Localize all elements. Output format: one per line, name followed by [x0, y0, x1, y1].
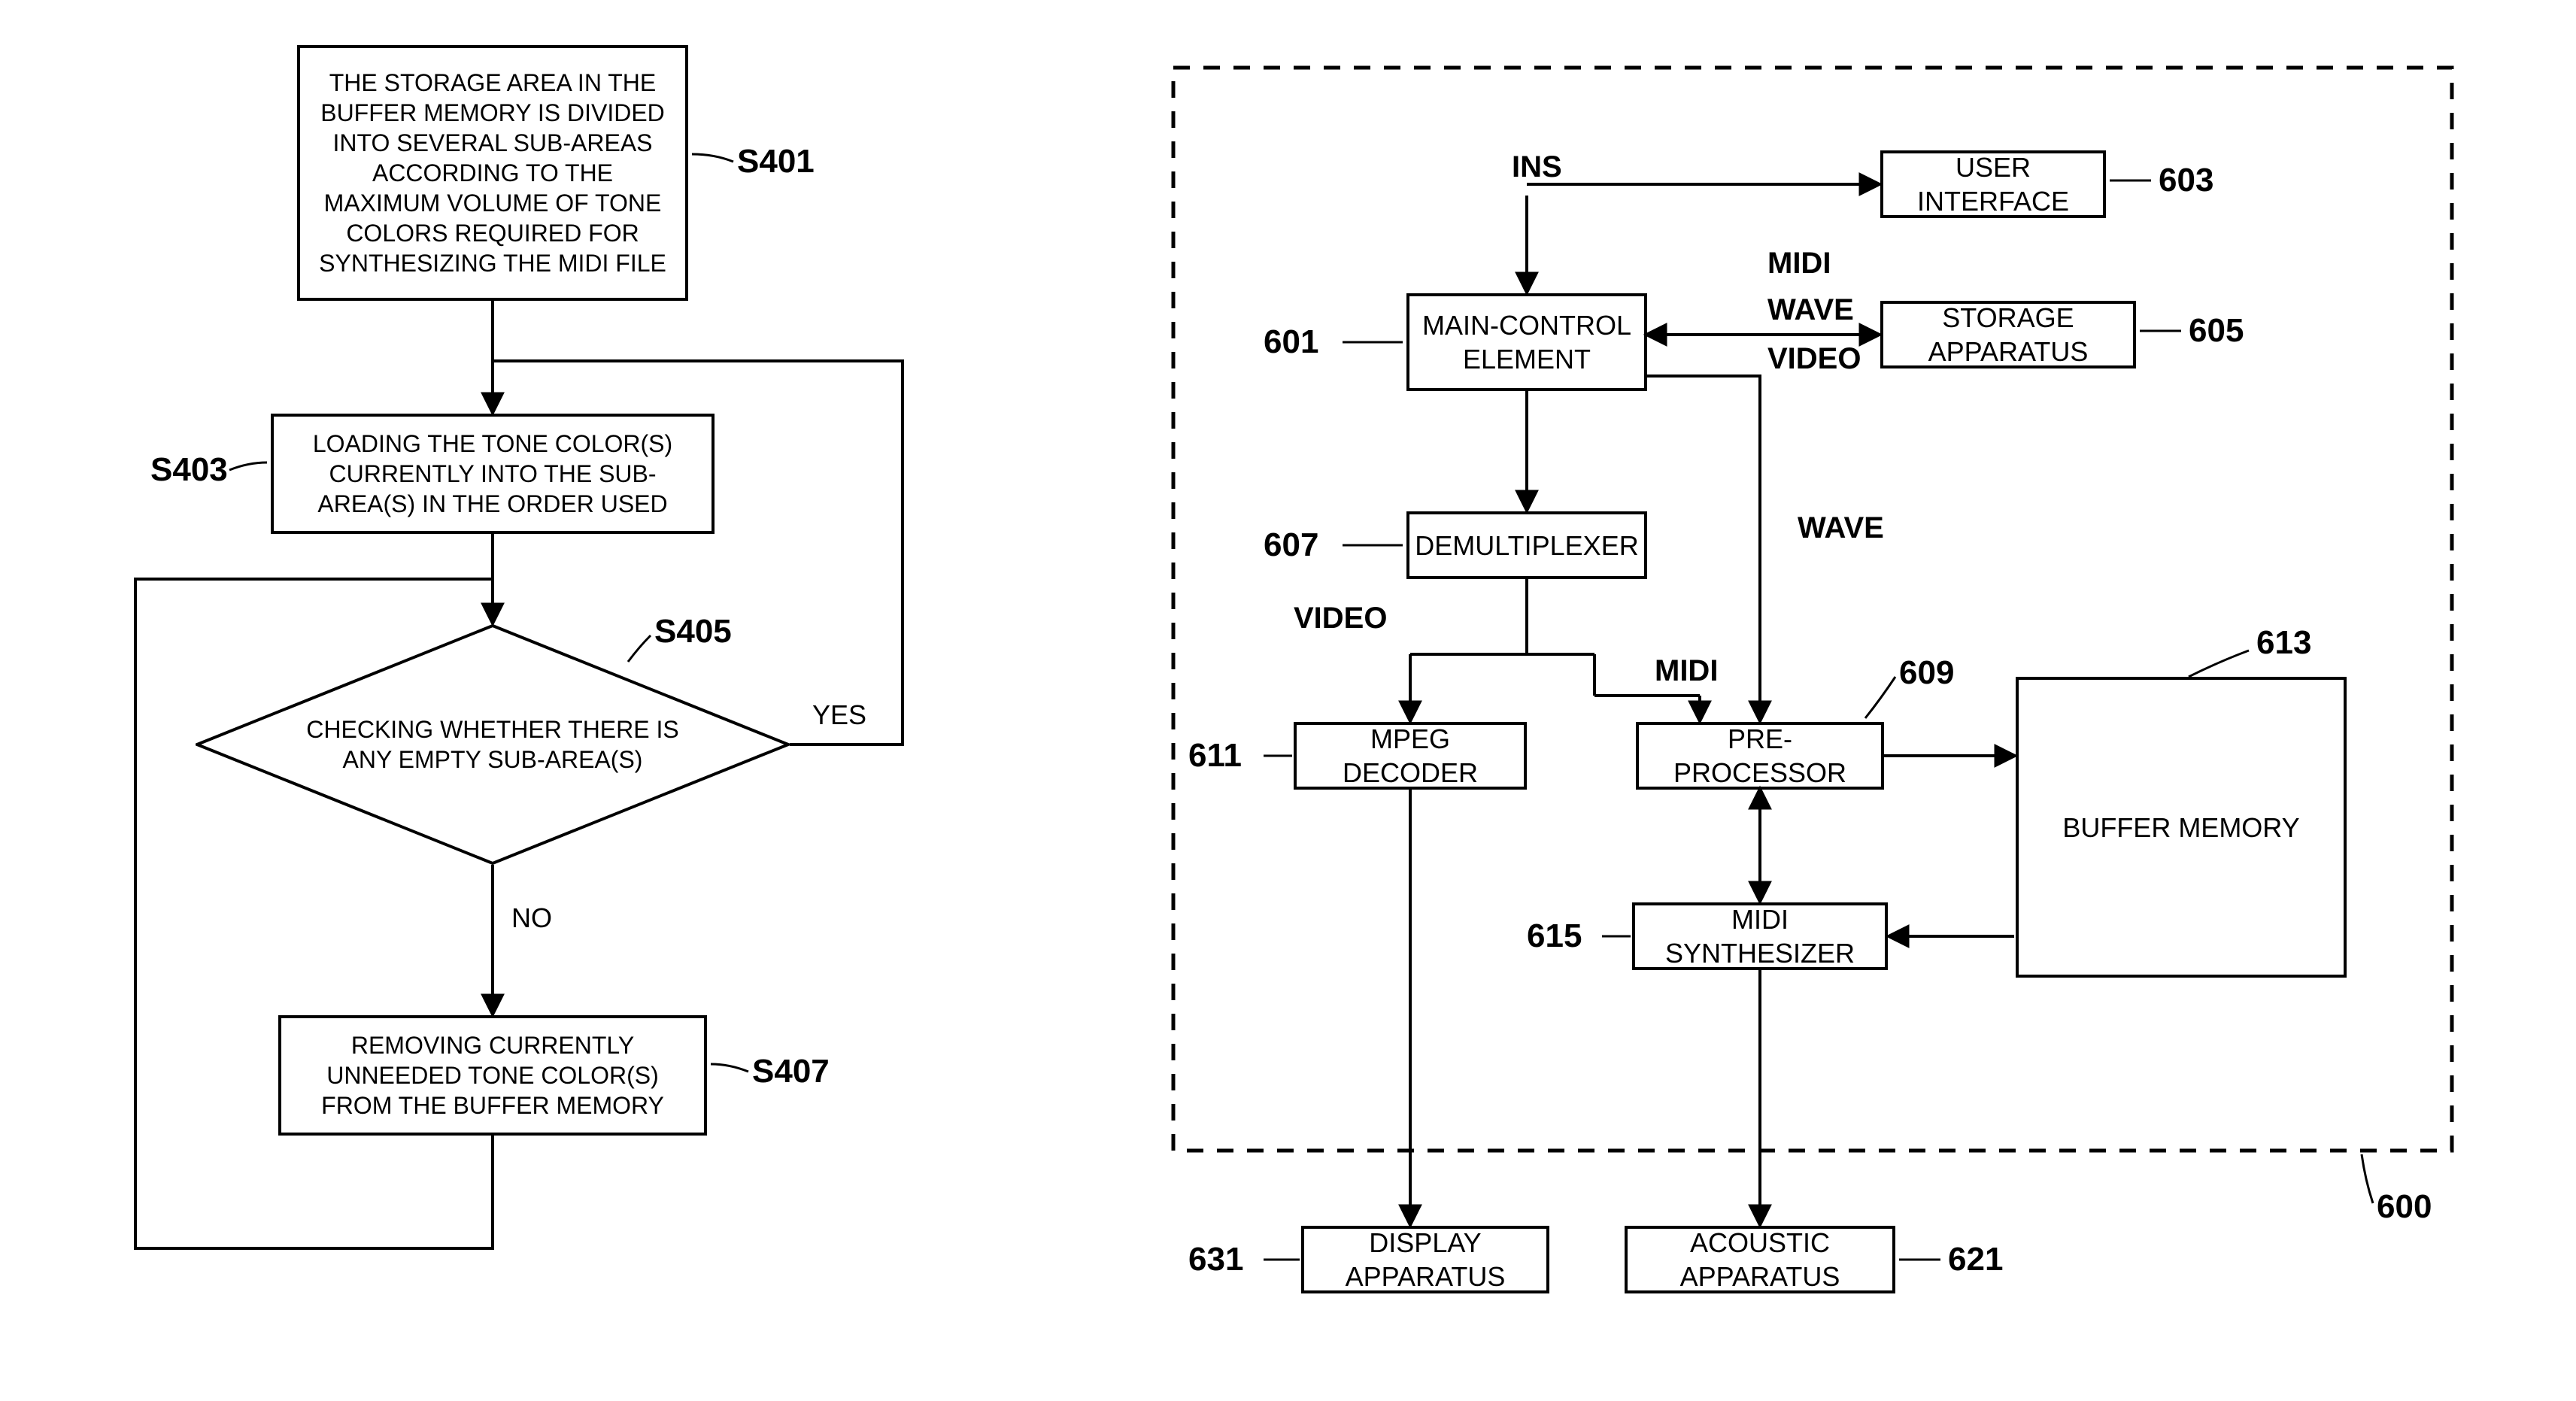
flow-step-s407: REMOVING CURRENTLY UNNEEDED TONE COLOR(S… — [278, 1015, 707, 1136]
canvas: THE STORAGE AREA IN THE BUFFER MEMORY IS… — [0, 0, 2576, 1401]
node-mpeg: MPEG DECODER — [1294, 722, 1527, 790]
node-acoustic-text: ACOUSTIC APPARATUS — [1640, 1226, 1880, 1293]
node-user-interface: USER INTERFACE — [1880, 150, 2106, 218]
edge-label-midi-1: MIDI — [1767, 247, 1831, 281]
ref-621: 621 — [1948, 1241, 2003, 1278]
node-display-text: DISPLAY APPARATUS — [1316, 1226, 1534, 1293]
flow-step-s401-text: THE STORAGE AREA IN THE BUFFER MEMORY IS… — [312, 68, 673, 278]
node-user-interface-text: USER INTERFACE — [1895, 150, 2091, 218]
flow-ref-s407: S407 — [752, 1053, 830, 1090]
ref-605: 605 — [2189, 312, 2244, 350]
node-demux: DEMULTIPLEXER — [1406, 511, 1647, 579]
node-demux-text: DEMULTIPLEXER — [1415, 529, 1638, 563]
flow-ref-s403: S403 — [150, 451, 228, 489]
node-main-control: MAIN-CONTROL ELEMENT — [1406, 293, 1647, 391]
flow-decision-s405: CHECKING WHETHER THERE IS ANY EMPTY SUB-… — [196, 624, 790, 865]
edge-label-video-2: VIDEO — [1294, 602, 1387, 635]
flow-ref-s401: S401 — [737, 143, 815, 180]
flow-step-s407-text: REMOVING CURRENTLY UNNEEDED TONE COLOR(S… — [293, 1030, 692, 1120]
node-acoustic: ACOUSTIC APPARATUS — [1625, 1226, 1895, 1293]
flow-no-label: NO — [511, 902, 552, 934]
ref-615: 615 — [1527, 917, 1582, 955]
ref-613: 613 — [2256, 624, 2311, 662]
flow-step-s401: THE STORAGE AREA IN THE BUFFER MEMORY IS… — [297, 45, 688, 301]
node-storage-text: STORAGE APPARATUS — [1895, 301, 2121, 368]
flow-step-s403-text: LOADING THE TONE COLOR(S) CURRENTLY INTO… — [286, 429, 699, 519]
ref-611: 611 — [1188, 737, 1242, 775]
edge-label-ins: INS — [1512, 150, 1562, 184]
ref-600: 600 — [2377, 1188, 2432, 1226]
ref-601: 601 — [1264, 323, 1318, 361]
node-main-control-text: MAIN-CONTROL ELEMENT — [1422, 308, 1632, 376]
flow-step-s403: LOADING THE TONE COLOR(S) CURRENTLY INTO… — [271, 414, 715, 534]
node-preproc: PRE-PROCESSOR — [1636, 722, 1884, 790]
node-preproc-text: PRE-PROCESSOR — [1651, 722, 1869, 790]
edge-label-wave-2: WAVE — [1798, 511, 1884, 545]
edge-label-video-1: VIDEO — [1767, 342, 1861, 376]
node-storage: STORAGE APPARATUS — [1880, 301, 2136, 368]
edge-label-midi-2: MIDI — [1655, 654, 1718, 688]
node-midi-synth-text: MIDI SYNTHESIZER — [1647, 902, 1873, 970]
flow-yes-label: YES — [812, 699, 866, 731]
flow-decision-s405-text: CHECKING WHETHER THERE IS ANY EMPTY SUB-… — [302, 714, 683, 775]
edge-label-wave-1: WAVE — [1767, 293, 1854, 327]
node-midi-synth: MIDI SYNTHESIZER — [1632, 902, 1888, 970]
ref-631: 631 — [1188, 1241, 1243, 1278]
ref-609: 609 — [1899, 654, 1954, 692]
flow-ref-s405: S405 — [654, 613, 732, 650]
node-buffer-text: BUFFER MEMORY — [2062, 811, 2299, 845]
node-display: DISPLAY APPARATUS — [1301, 1226, 1549, 1293]
node-mpeg-text: MPEG DECODER — [1309, 722, 1512, 790]
ref-607: 607 — [1264, 526, 1318, 564]
node-buffer: BUFFER MEMORY — [2016, 677, 2347, 978]
ref-603: 603 — [2159, 162, 2213, 199]
